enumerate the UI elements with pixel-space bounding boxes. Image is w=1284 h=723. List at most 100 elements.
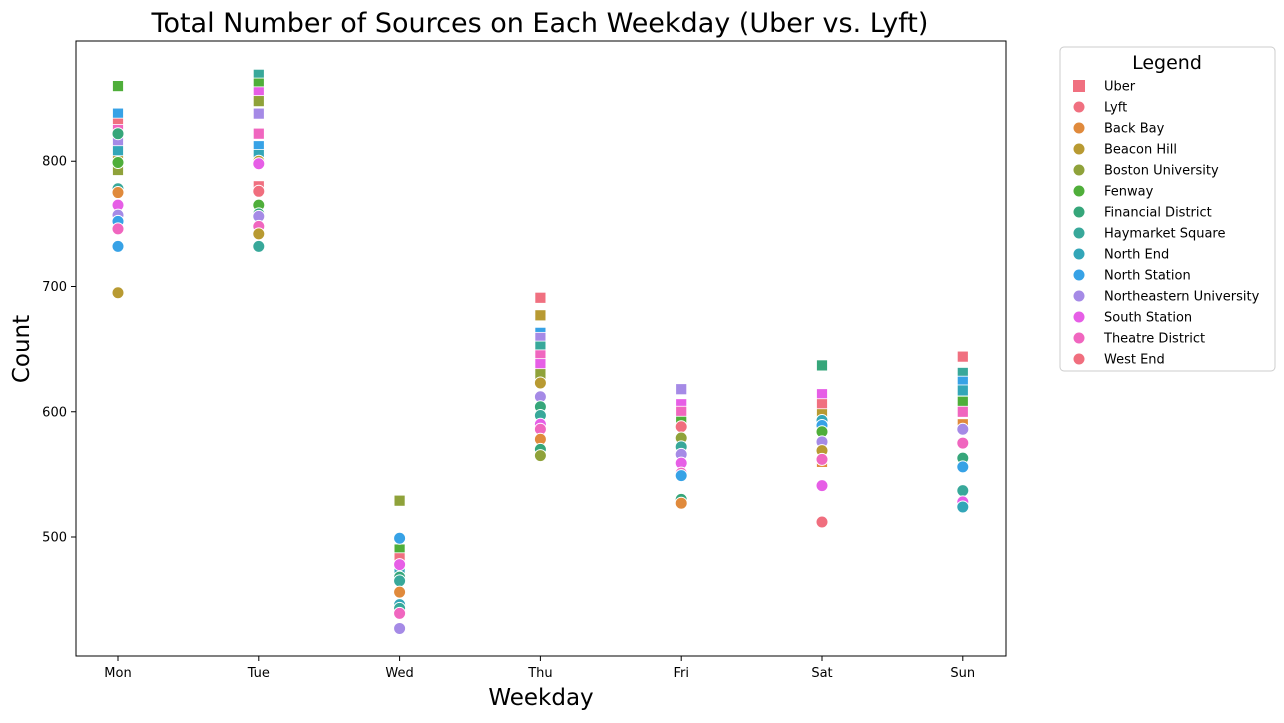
lyft-point: [393, 558, 407, 572]
uber-point: [112, 145, 124, 158]
x-tick-label: Sun: [950, 666, 975, 681]
lyft-point: [393, 621, 407, 635]
legend-label-lyft: Lyft: [1104, 101, 1127, 116]
legend-marker-fenway: [1073, 185, 1085, 197]
lyft-point: [674, 420, 688, 434]
legend-marker-north-station: [1073, 269, 1085, 281]
lyft-point: [393, 574, 407, 588]
legend-title: Legend: [1132, 52, 1202, 74]
legend-label-financial-district: Financial District: [1104, 206, 1212, 221]
uber-point: [816, 388, 828, 401]
legend-marker-west-end: [1073, 353, 1085, 365]
legend-marker-boston-university: [1073, 164, 1085, 176]
lyft-point: [252, 239, 266, 253]
lyft-point: [393, 606, 407, 620]
legend-label-beacon-hill: Beacon Hill: [1104, 143, 1177, 158]
x-axis-label: Weekday: [488, 685, 593, 711]
lyft-point: [252, 157, 266, 171]
y-tick-label: 700: [42, 280, 67, 295]
y-tick-label: 500: [42, 531, 67, 546]
x-axis: Mon Tue Wed Thu Fri Sat Sun: [104, 656, 975, 681]
legend: Legend Uber Lyft Back Bay Beacon Hill Boston…: [1059, 46, 1276, 372]
uber-point: [534, 309, 547, 322]
legend-entries: Uber Lyft Back Bay Beacon Hill Boston Univer…: [1073, 80, 1260, 368]
legend-label-theatre-district: Theatre District: [1103, 332, 1205, 347]
lyft-point: [393, 531, 407, 545]
lyft-point: [956, 422, 970, 436]
legend-marker-lyft: [1073, 101, 1085, 113]
legend-label-uber: Uber: [1104, 80, 1136, 95]
lyft-point: [533, 449, 547, 463]
x-tick-label: Thu: [527, 666, 552, 681]
x-tick-label: Fri: [673, 666, 689, 681]
uber-point: [393, 494, 406, 507]
x-tick-label: Sat: [811, 666, 832, 681]
uber-point: [534, 291, 547, 304]
legend-marker-north-end: [1073, 248, 1085, 260]
lyft-point: [111, 239, 125, 253]
lyft-point: [815, 515, 829, 529]
legend-marker-haymarket-square: [1073, 227, 1085, 239]
legend-label-north-station: North Station: [1104, 269, 1191, 284]
lyft-point: [111, 155, 125, 169]
uber-point: [112, 107, 124, 120]
uber-point: [675, 383, 688, 396]
y-axis-label: Count: [9, 315, 35, 383]
uber-point: [252, 127, 265, 140]
legend-label-south-station: South Station: [1104, 311, 1192, 326]
legend-label-haymarket-square: Haymarket Square: [1104, 227, 1225, 242]
legend-marker-back-bay: [1073, 122, 1085, 134]
lyft-point: [533, 376, 547, 390]
x-tick-label: Wed: [385, 666, 413, 681]
y-axis: 500 600 700 800: [42, 155, 76, 546]
lyft-point: [956, 436, 970, 450]
y-tick-label: 800: [42, 155, 67, 170]
x-tick-label: Mon: [104, 666, 131, 681]
plot-area-frame: [75, 40, 1007, 657]
lyft-point: [111, 127, 125, 141]
uber-point: [956, 395, 969, 408]
lyft-point: [956, 484, 970, 498]
legend-marker-south-station: [1073, 311, 1085, 323]
legend-label-west-end: West End: [1104, 353, 1165, 368]
uber-point: [252, 95, 265, 108]
legend-label-north-end: North End: [1104, 248, 1169, 263]
lyft-point: [111, 222, 125, 236]
lyft-point: [674, 496, 688, 510]
lyft-point: [815, 479, 829, 493]
legend-marker-financial-district: [1073, 206, 1085, 218]
uber-point: [675, 405, 688, 418]
uber-point: [112, 80, 124, 92]
lyft-point: [111, 186, 125, 200]
uber-point: [534, 358, 547, 371]
lyft-point: [111, 286, 125, 300]
legend-marker-uber: [1073, 80, 1085, 92]
uber-point: [816, 398, 828, 411]
lyft-point: [393, 585, 407, 599]
lyft-point: [956, 500, 970, 514]
uber-point: [956, 384, 969, 397]
legend-marker-beacon-hill: [1073, 143, 1085, 155]
lyft-point: [252, 227, 266, 241]
legend-marker-northeastern-university: [1073, 290, 1085, 302]
legend-marker-theatre-district: [1073, 332, 1085, 344]
lyft-point: [674, 469, 688, 483]
plot-marks: [111, 68, 970, 635]
uber-point: [816, 359, 828, 372]
uber-point: [252, 107, 265, 120]
chart-title: Total Number of Sources on Each Weekday …: [151, 8, 929, 39]
uber-point: [956, 405, 969, 418]
x-tick-label: Tue: [247, 666, 270, 681]
legend-frame: [1059, 46, 1276, 372]
uber-point: [956, 350, 969, 363]
lyft-point: [252, 184, 266, 198]
legend-label-fenway: Fenway: [1104, 185, 1154, 200]
legend-label-northeastern-university: Northeastern University: [1104, 290, 1260, 305]
lyft-point: [956, 460, 970, 474]
legend-label-back-bay: Back Bay: [1104, 122, 1165, 137]
lyft-point: [815, 452, 829, 466]
legend-label-boston-university: Boston University: [1104, 164, 1219, 179]
y-tick-label: 600: [42, 405, 67, 420]
